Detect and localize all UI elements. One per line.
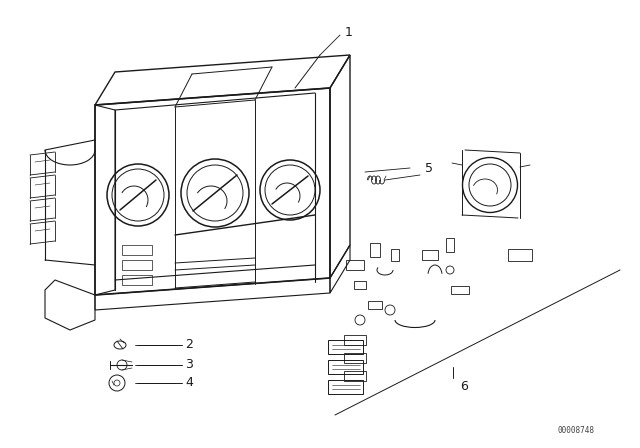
Bar — [391, 249, 399, 261]
Text: 5: 5 — [425, 161, 433, 175]
Text: 6: 6 — [460, 380, 468, 393]
Bar — [328, 360, 363, 374]
Text: 3: 3 — [185, 358, 193, 371]
Bar — [344, 371, 366, 381]
Bar — [370, 243, 380, 257]
Text: 1: 1 — [345, 26, 353, 39]
Bar — [328, 340, 363, 354]
Bar — [344, 353, 366, 363]
Bar — [508, 249, 532, 261]
Bar — [446, 238, 454, 252]
Text: 00008748: 00008748 — [558, 426, 595, 435]
Bar — [328, 380, 363, 394]
Text: 2: 2 — [185, 339, 193, 352]
Bar — [346, 260, 364, 270]
Bar — [451, 286, 469, 294]
Bar — [122, 245, 152, 255]
Text: 4: 4 — [185, 376, 193, 389]
Bar — [422, 250, 438, 260]
Bar — [122, 275, 152, 285]
Bar — [122, 260, 152, 270]
Bar — [354, 281, 366, 289]
Bar — [344, 335, 366, 345]
Bar — [368, 301, 382, 309]
